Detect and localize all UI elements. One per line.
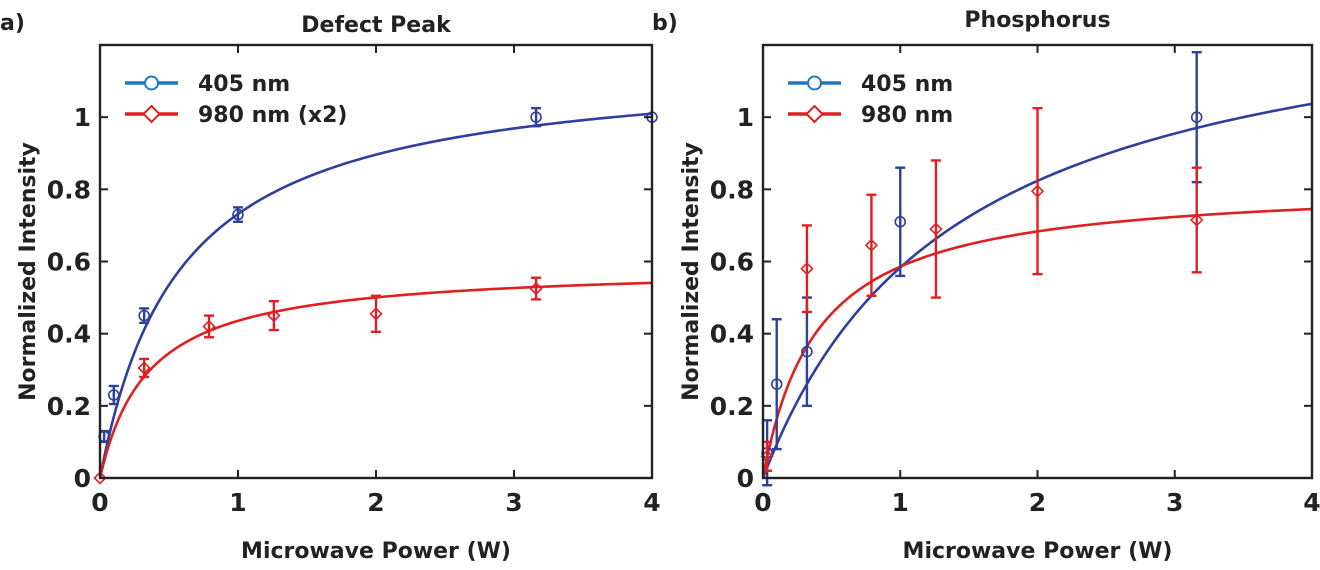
x-axis-label: Microwave Power (W) xyxy=(903,539,1173,564)
legend-label: 405 nm xyxy=(861,72,953,97)
y-tick-label: 0 xyxy=(737,464,754,493)
legend-label: 405 nm xyxy=(198,72,290,97)
y-axis-label: Normalized Intensity xyxy=(16,142,41,401)
data-point-series-2 xyxy=(93,471,107,485)
panel-label: b) xyxy=(652,11,678,36)
y-tick-label: 1 xyxy=(737,103,754,132)
data-point-series-2 xyxy=(202,319,216,334)
legend-marker xyxy=(142,104,161,124)
y-tick-label: 0.6 xyxy=(47,248,91,277)
chart-panel-2: b) Phosphorus 0 1 2 3 4 0 0.2 0.4 0.6 0.8 1 Microwave… xyxy=(652,8,1320,564)
y-tick-label: 0 xyxy=(74,464,91,493)
chart-title: Phosphorus xyxy=(964,8,1110,33)
data-point-series-2 xyxy=(529,281,543,296)
data-point-series-2 xyxy=(929,222,943,236)
fit-curve-series-1 xyxy=(100,112,652,478)
x-tick-label: 4 xyxy=(643,488,660,517)
x-tick-label: 3 xyxy=(505,488,522,517)
x-tick-label: 0 xyxy=(754,488,771,517)
y-tick-label: 0.8 xyxy=(710,175,754,204)
legend-marker xyxy=(807,75,822,91)
x-tick-label: 2 xyxy=(1029,488,1046,517)
data-point-series-2 xyxy=(1190,213,1204,227)
y-tick-label: 1 xyxy=(74,103,91,132)
data-point-series-1 xyxy=(108,389,120,401)
y-tick-label: 0.4 xyxy=(47,320,91,349)
data-point-series-1 xyxy=(232,208,244,221)
x-tick-label: 1 xyxy=(229,488,246,517)
legend-marker xyxy=(805,104,824,124)
data-point-series-1 xyxy=(770,378,783,390)
chart-panel-1: a) Defect Peak 0 1 2 3 4 0 0.2 0.4 0.6 0.8 1 Microwav… xyxy=(0,11,661,564)
y-tick-label: 0.6 xyxy=(710,248,754,277)
x-tick-label: 2 xyxy=(367,488,384,517)
y-tick-label: 0.4 xyxy=(710,320,754,349)
y-tick-label: 0.2 xyxy=(47,392,91,421)
y-tick-label: 0.2 xyxy=(710,392,754,421)
data-point-series-2 xyxy=(800,262,814,276)
data-point-series-2 xyxy=(369,307,383,321)
data-point-series-2 xyxy=(137,361,151,375)
legend-marker xyxy=(144,75,159,91)
data-point-series-2 xyxy=(267,308,281,323)
data-point-series-1 xyxy=(1190,111,1203,123)
data-point-series-1 xyxy=(138,309,150,322)
data-point-series-1 xyxy=(801,345,813,358)
legend-label: 980 nm (x2) xyxy=(198,103,347,128)
x-axis-label: Microwave Power (W) xyxy=(241,539,511,564)
x-tick-label: 4 xyxy=(1303,488,1320,517)
panel-label: a) xyxy=(0,11,25,36)
x-tick-label: 0 xyxy=(91,488,108,517)
legend-label: 980 nm xyxy=(861,103,953,128)
data-point-series-1 xyxy=(530,111,542,123)
data-point-series-1 xyxy=(894,216,907,228)
x-tick-label: 3 xyxy=(1166,488,1183,517)
y-axis-label: Normalized Intensity xyxy=(679,142,704,401)
plot-frame xyxy=(98,43,654,480)
y-tick-label: 0.8 xyxy=(47,175,91,204)
x-tick-label: 1 xyxy=(892,488,909,517)
data-point-series-2 xyxy=(1030,184,1045,198)
chart-title: Defect Peak xyxy=(301,13,452,38)
data-point-series-2 xyxy=(864,238,879,252)
